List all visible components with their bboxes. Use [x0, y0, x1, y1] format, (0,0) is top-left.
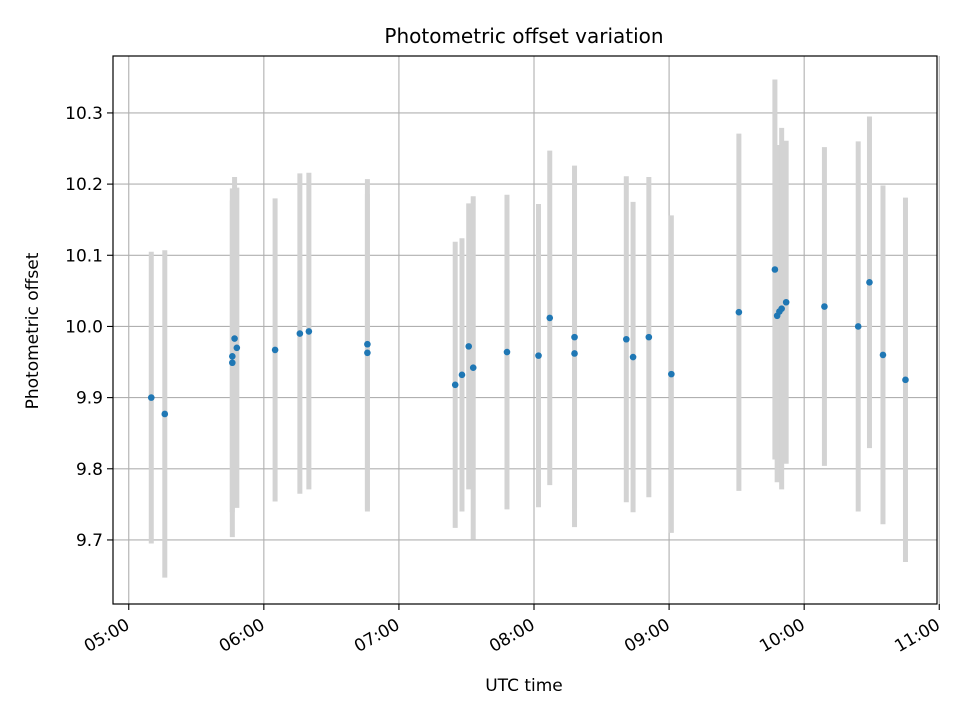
- data-point: [535, 352, 542, 359]
- data-point: [879, 351, 887, 359]
- y-tick-label: 9.9: [76, 389, 103, 409]
- data-point: [296, 330, 304, 337]
- chart-title: Photometric offset variation: [384, 24, 663, 48]
- data-point: [305, 328, 313, 335]
- data-points: [147, 266, 909, 418]
- data-point: [645, 333, 653, 341]
- data-point: [161, 410, 169, 418]
- data-point: [458, 371, 466, 379]
- data-point: [465, 343, 473, 350]
- data-point: [623, 335, 630, 343]
- data-point: [571, 350, 578, 357]
- data-point: [771, 266, 779, 273]
- data-point: [231, 335, 238, 342]
- data-point: [546, 314, 554, 322]
- y-tick-label: 10.3: [65, 104, 103, 124]
- data-point: [668, 370, 675, 378]
- data-point: [782, 298, 790, 306]
- data-point: [902, 376, 909, 384]
- data-point: [571, 333, 578, 341]
- data-point: [229, 359, 236, 367]
- data-point: [821, 303, 828, 310]
- plot-frame: [112, 55, 938, 605]
- data-point: [854, 323, 862, 330]
- y-tick-label: 9.7: [76, 531, 103, 551]
- y-tick-label: 10.0: [65, 317, 103, 337]
- data-point: [629, 353, 637, 361]
- y-tick-label: 9.8: [76, 460, 103, 480]
- data-point: [229, 353, 236, 360]
- data-point: [778, 305, 785, 312]
- y-axis-label: Photometric offset: [23, 252, 43, 409]
- y-axis-ticks: 9.7 9.8 9.9 10.0 10.1 10.2 10.3: [65, 104, 113, 551]
- data-point: [364, 340, 371, 348]
- data-point: [147, 394, 155, 401]
- data-point: [364, 349, 371, 357]
- x-axis-label: UTC time: [485, 676, 563, 696]
- data-point: [866, 279, 873, 286]
- data-point: [451, 381, 459, 389]
- y-tick-label: 10.1: [65, 246, 103, 266]
- y-tick-label: 10.2: [65, 175, 103, 195]
- data-point: [233, 344, 241, 352]
- data-point: [469, 364, 477, 372]
- data-point: [503, 348, 511, 356]
- data-point: [271, 346, 279, 354]
- data-point: [735, 308, 743, 316]
